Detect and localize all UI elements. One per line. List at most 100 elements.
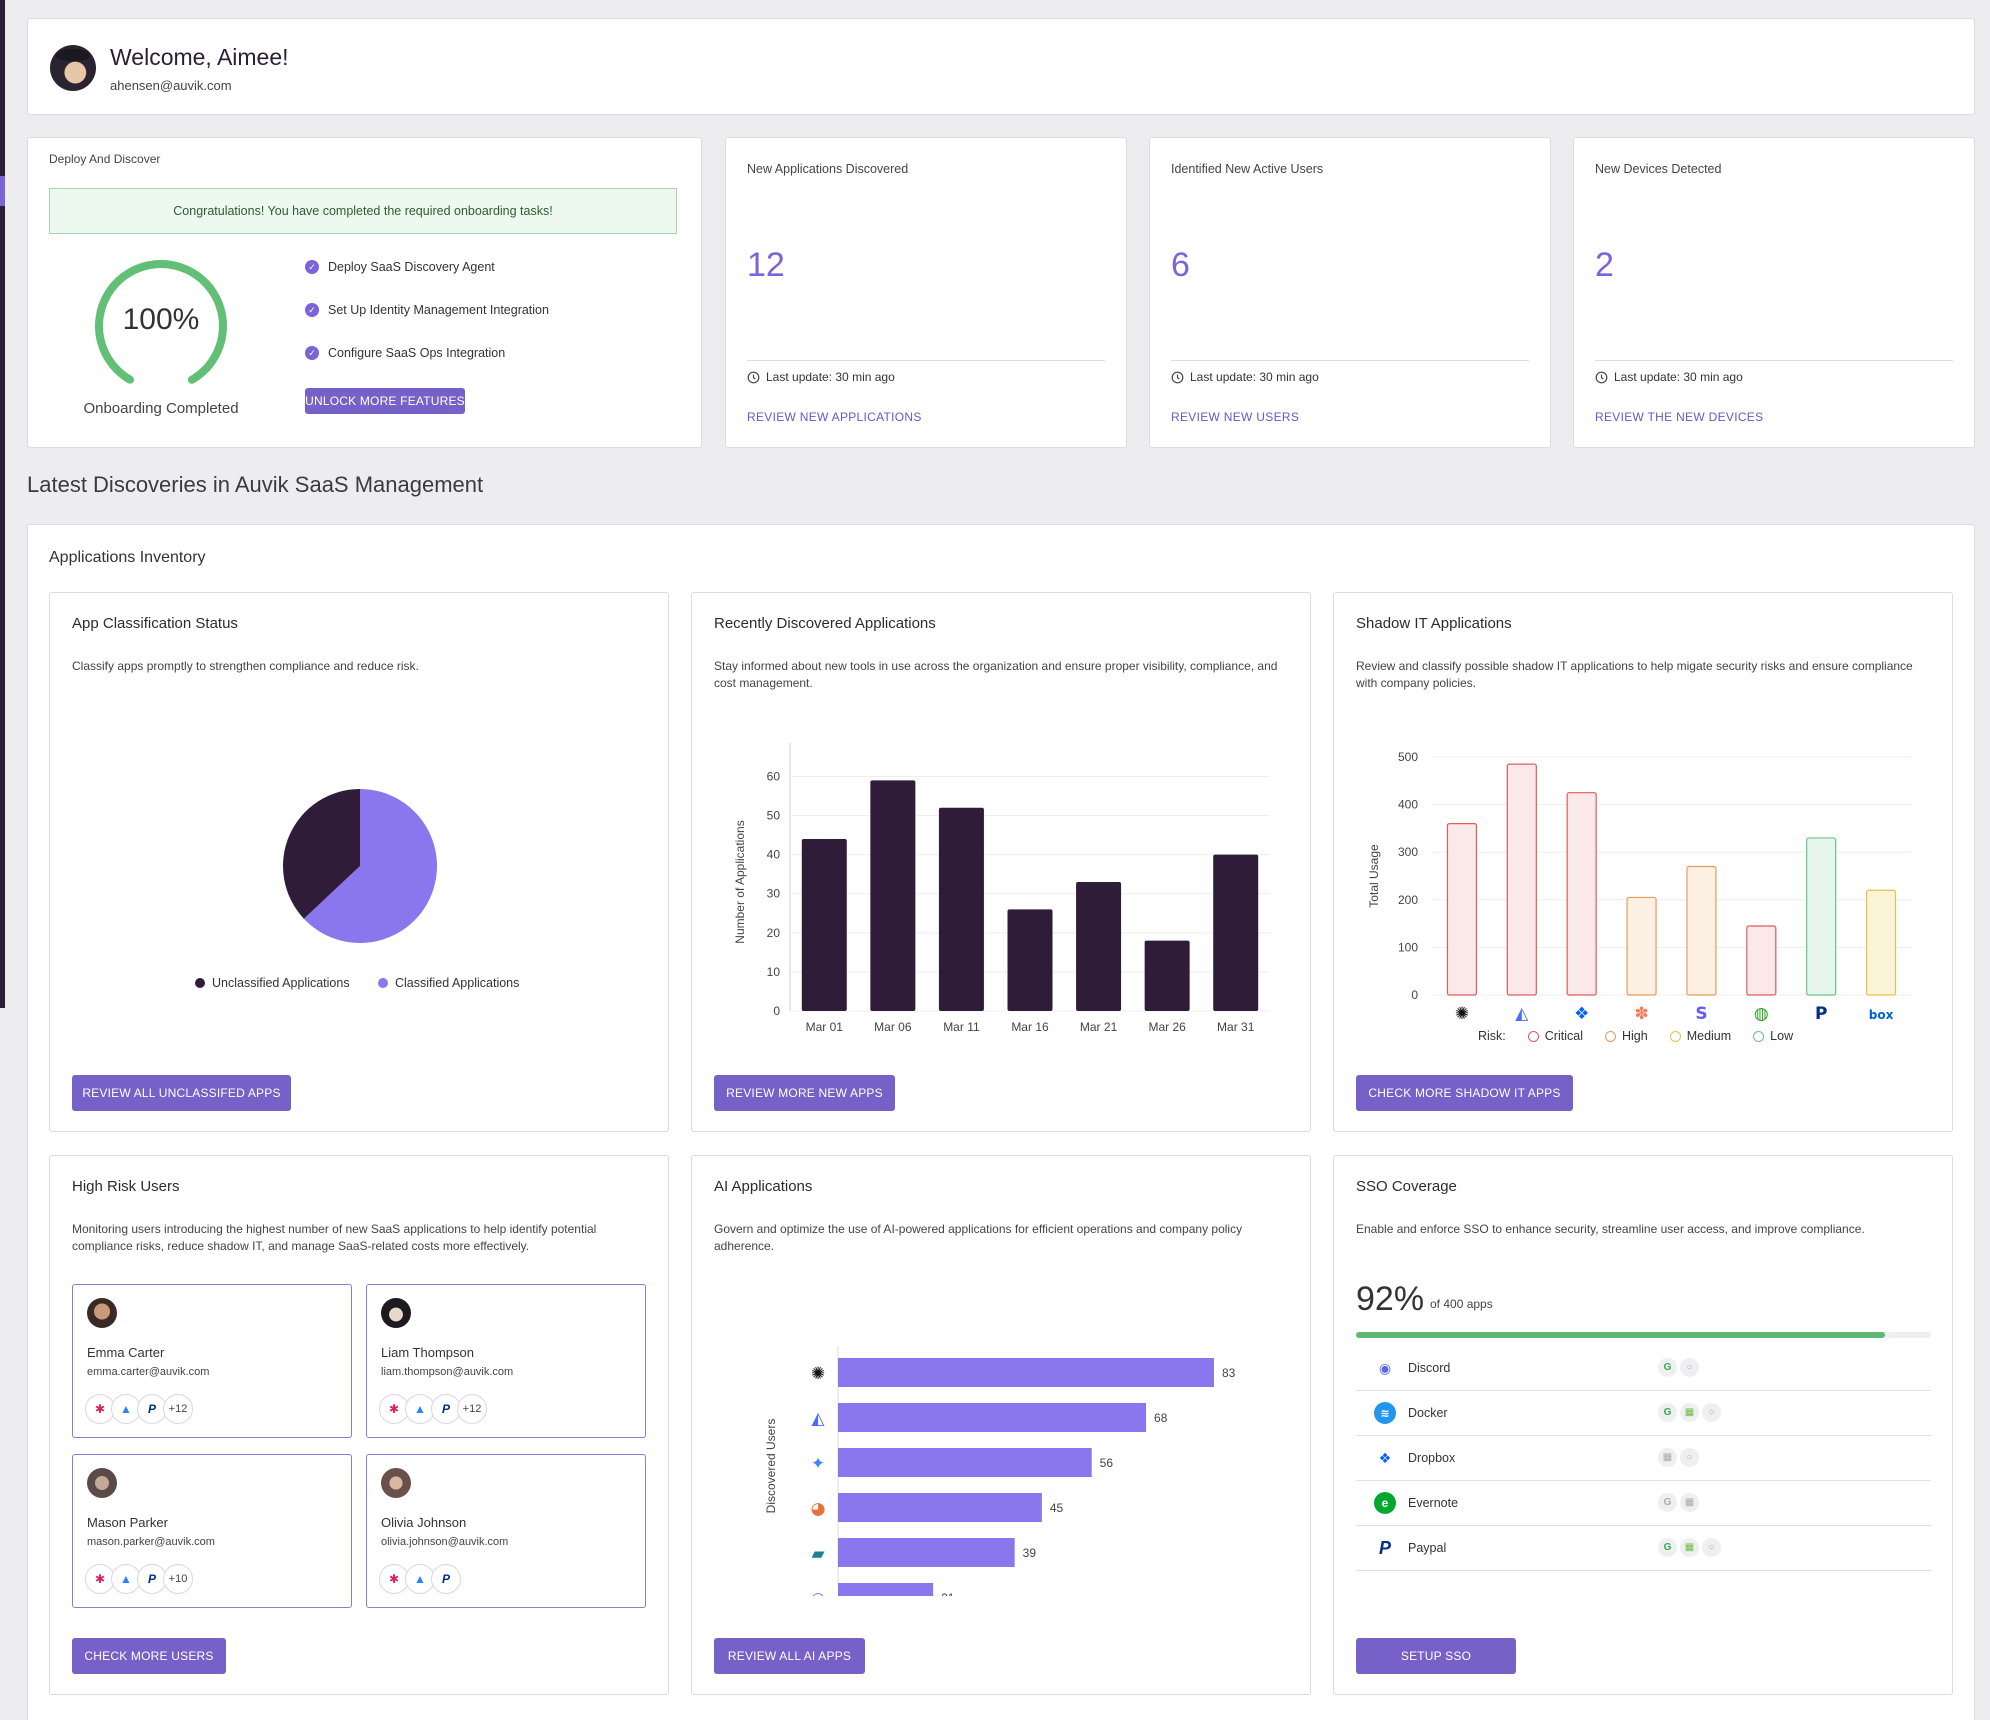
user-email: ahensen@auvik.com	[110, 78, 232, 93]
deploy-discover-card: Deploy And Discover Congratulations! You…	[27, 137, 702, 448]
risk-legend-label: Risk:	[1478, 1029, 1506, 1043]
setup-sso-button[interactable]: SETUP SSO	[1356, 1638, 1516, 1674]
perplexity-icon: ▰	[811, 1544, 825, 1564]
bar	[1566, 792, 1597, 996]
avatar[interactable]	[50, 45, 96, 91]
panel-description: Govern and optimize the use of AI-powere…	[714, 1222, 1243, 1253]
legend-dot	[195, 978, 205, 988]
panel-title: Recently Discovered Applications	[714, 615, 936, 632]
paypal-icon: P	[431, 1564, 461, 1594]
box-icon: box	[1869, 1008, 1894, 1022]
deploy-title: Deploy And Discover	[49, 152, 161, 166]
risk-low: Low	[1753, 1029, 1793, 1043]
google-sso-icon: G	[1658, 1493, 1677, 1512]
applications-inventory: Applications Inventory App Classificatio…	[27, 524, 1975, 1720]
hubspot-icon: ✽	[1634, 1004, 1648, 1024]
y-tick-label: 30	[767, 887, 781, 901]
evernote-icon: e	[1374, 1492, 1396, 1514]
atlassian-icon: ▲	[111, 1394, 141, 1424]
check-more-users-button[interactable]: CHECK MORE USERS	[72, 1638, 226, 1674]
bar	[1446, 823, 1478, 996]
gemini-icon: ✦	[811, 1454, 825, 1474]
gauge-fill	[95, 260, 228, 392]
review-devices-link[interactable]: REVIEW THE NEW DEVICES	[1595, 410, 1764, 424]
generic-sso-icon: ○	[1680, 1448, 1699, 1467]
paypal-icon: P	[431, 1394, 461, 1424]
bar	[838, 1538, 1015, 1567]
legend-dot	[378, 978, 388, 988]
microsoft-sso-icon: ▦	[1680, 1538, 1699, 1557]
y-tick-label: 20	[767, 926, 781, 940]
user-apps: ✱ ▲ P +12	[85, 1394, 193, 1424]
onboarding-gauge	[95, 260, 228, 392]
welcome-card: Welcome, Aimee! ahensen@auvik.com	[27, 18, 1975, 115]
bar	[1865, 889, 1897, 996]
shadow-it-panel: Shadow IT Applications Review and classi…	[1333, 592, 1953, 1132]
clock-icon	[1171, 371, 1184, 383]
user-card[interactable]: Mason Parker mason.parker@auvik.com ✱ ▲ …	[72, 1454, 352, 1608]
unlock-features-button[interactable]: UNLOCK MORE FEATURES	[305, 388, 465, 414]
sso-app-row[interactable]: ◉ Discord G ○	[1356, 1346, 1931, 1391]
x-tick-label: Mar 06	[874, 1020, 912, 1034]
clock-icon	[747, 371, 760, 383]
risk-high: High	[1604, 1029, 1648, 1043]
last-update: Last update: 30 min ago	[1595, 370, 1743, 384]
bar-value-label: 21	[941, 1591, 955, 1596]
task-item: ✓ Configure SaaS Ops Integration	[305, 346, 505, 360]
sso-app-row[interactable]: ❖ Dropbox ▦ ○	[1356, 1436, 1931, 1481]
generic-sso-icon: ○	[1680, 1358, 1699, 1377]
user-card[interactable]: Liam Thompson liam.thompson@auvik.com ✱ …	[366, 1284, 646, 1438]
check-shadow-it-button[interactable]: CHECK MORE SHADOW IT APPS	[1356, 1075, 1573, 1111]
ai-apps-panel: AI Applications Govern and optimize the …	[691, 1155, 1311, 1695]
bar-value-label: 56	[1100, 1456, 1114, 1470]
stat-card-users: Identified New Active Users 6 Last updat…	[1149, 137, 1551, 448]
panel-description: Monitoring users introducing the highest…	[72, 1222, 597, 1253]
review-users-link[interactable]: REVIEW NEW USERS	[1171, 410, 1300, 424]
check-icon: ✓	[305, 260, 319, 274]
user-apps: ✱ ▲ P	[379, 1564, 461, 1594]
high-risk-users-panel: High Risk Users Monitoring users introdu…	[49, 1155, 669, 1695]
atlassian-icon: ▲	[405, 1564, 435, 1594]
stripe-icon: S	[1695, 1004, 1707, 1024]
more-apps-count: +10	[163, 1564, 193, 1594]
sso-app-row[interactable]: e Evernote G ▦	[1356, 1481, 1931, 1526]
avatar	[381, 1468, 411, 1498]
app-name: Evernote	[1408, 1496, 1459, 1510]
review-unclassified-button[interactable]: REVIEW ALL UNCLASSIFED APPS	[72, 1075, 291, 1111]
divider	[1171, 360, 1529, 361]
left-nav-active-indicator	[0, 176, 5, 206]
user-name: Olivia Johnson	[381, 1515, 467, 1530]
chatgpt-icon: ✺	[811, 1364, 825, 1384]
panel-title: Shadow IT Applications	[1356, 615, 1512, 632]
bar-value-label: 39	[1023, 1546, 1037, 1560]
quickbooks-icon: ◍	[1754, 1004, 1769, 1024]
stat-title: Identified New Active Users	[1171, 162, 1324, 176]
bar	[801, 839, 847, 1011]
review-applications-link[interactable]: REVIEW NEW APPLICATIONS	[747, 410, 922, 424]
bar-value-label: 45	[1050, 1501, 1064, 1515]
review-new-apps-button[interactable]: REVIEW MORE NEW APPS	[714, 1075, 895, 1111]
claude-icon: ◎	[811, 1589, 826, 1596]
y-tick-label: 200	[1398, 893, 1418, 907]
sso-app-row[interactable]: P Paypal G ▦ ○	[1356, 1526, 1931, 1571]
user-card[interactable]: Emma Carter emma.carter@auvik.com ✱ ▲ P …	[72, 1284, 352, 1438]
user-card[interactable]: Olivia Johnson olivia.johnson@auvik.com …	[366, 1454, 646, 1608]
microsoft-sso-icon: ▦	[1658, 1448, 1677, 1467]
onboarding-percent: 100%	[122, 303, 200, 336]
sso-app-row[interactable]: ≋ Docker G ▦ ○	[1356, 1391, 1931, 1436]
app-name: Discord	[1408, 1361, 1451, 1375]
check-icon: ✓	[305, 303, 319, 317]
bar	[1806, 837, 1837, 996]
slack-icon: ✱	[85, 1564, 115, 1594]
deepseek-icon: ◭	[811, 1409, 825, 1429]
y-axis-title: Number of Applications	[733, 820, 747, 943]
google-sso-icon: G	[1658, 1403, 1677, 1422]
review-ai-apps-button[interactable]: REVIEW ALL AI APPS	[714, 1638, 865, 1674]
panel-title: App Classification Status	[72, 615, 238, 632]
x-tick-label: Mar 31	[1217, 1020, 1255, 1034]
clock-icon	[1595, 371, 1608, 383]
bar	[1007, 909, 1053, 1011]
bar-value-label: 83	[1222, 1366, 1236, 1380]
stat-value: 12	[747, 246, 785, 284]
